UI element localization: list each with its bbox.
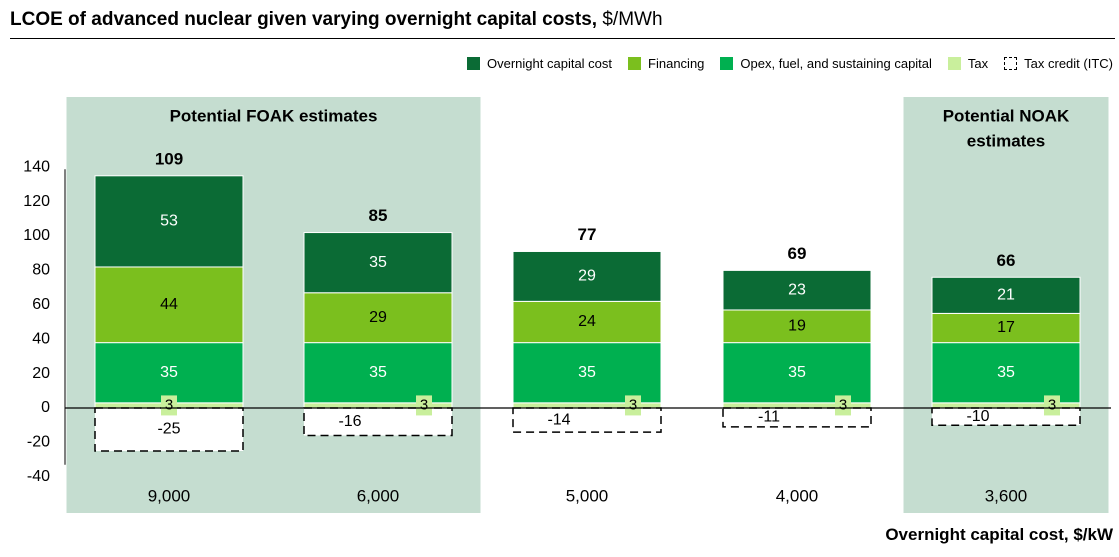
x-tick-label: 5,000 xyxy=(566,486,609,505)
x-tick-label: 9,000 xyxy=(148,486,191,505)
tax-label-bg xyxy=(1044,395,1060,416)
data-label: 29 xyxy=(578,268,596,285)
tax-label-bg xyxy=(835,395,851,416)
x-tick-label: 4,000 xyxy=(776,486,819,505)
tax-label-bg xyxy=(625,395,641,416)
chart-title-text: LCOE of advanced nuclear given varying o… xyxy=(10,9,598,30)
y-tick-label: 40 xyxy=(32,330,50,347)
bar-segment xyxy=(722,269,872,311)
y-tick-label: 140 xyxy=(23,158,50,175)
data-label: 29 xyxy=(369,309,387,326)
data-label: 44 xyxy=(160,296,178,313)
legend-label-opex: Opex, fuel, and sustaining capital xyxy=(740,56,932,71)
data-label: 21 xyxy=(997,287,1015,304)
legend-label-tax: Tax xyxy=(967,56,989,71)
chart-unit: $/MWh xyxy=(602,9,663,30)
bar-segment xyxy=(303,342,453,404)
bar-segment xyxy=(722,309,872,344)
legend-swatch-overnight-capital-cost xyxy=(467,57,481,70)
legend-label-financing: Financing xyxy=(648,56,705,71)
bar-segment xyxy=(512,250,662,302)
bar-segment xyxy=(931,312,1081,344)
y-tick-label: 60 xyxy=(32,296,50,313)
data-label: 35 xyxy=(788,364,806,381)
bar-segment xyxy=(931,342,1081,404)
data-label: 3 xyxy=(629,396,637,413)
data-label: 19 xyxy=(788,318,806,335)
data-label: 35 xyxy=(160,364,178,381)
legend-swatch-tax-credit xyxy=(1004,57,1018,70)
data-label: 3 xyxy=(420,396,428,413)
chart-title: LCOE of advanced nuclear given varying o… xyxy=(10,9,663,31)
bar-segment xyxy=(931,276,1081,314)
x-tick-label: 3,600 xyxy=(985,486,1028,505)
legend-item-opex: Opex, fuel, and sustaining capital xyxy=(720,56,932,71)
region-label-1-line-1: estimates xyxy=(967,131,1045,150)
data-label: -14 xyxy=(547,411,570,428)
bar-segment xyxy=(512,342,662,404)
data-label: 3 xyxy=(165,396,173,413)
bar-segment xyxy=(303,232,453,294)
y-tick-label: 120 xyxy=(23,193,50,210)
y-tick-label: 20 xyxy=(32,365,50,382)
data-label: -25 xyxy=(157,421,180,438)
tax-label-bg xyxy=(161,395,177,416)
legend-item-tax: Tax xyxy=(947,56,989,71)
data-label: 35 xyxy=(369,254,387,271)
legend-label-tax-credit: Tax credit (ITC) xyxy=(1024,56,1113,71)
bar-segment xyxy=(722,342,872,404)
bar-segment xyxy=(94,266,244,344)
legend-swatch-tax xyxy=(947,57,961,70)
total-label: 109 xyxy=(155,149,183,168)
y-tick-label: 0 xyxy=(41,399,50,416)
data-label: 3 xyxy=(1048,396,1056,413)
data-label: 17 xyxy=(997,319,1015,336)
data-label: 53 xyxy=(160,213,178,230)
y-tick-label: 80 xyxy=(32,262,50,279)
x-axis-title: Overnight capital cost, $/kW xyxy=(885,525,1113,544)
legend-swatch-opex xyxy=(720,57,734,70)
bar-segment xyxy=(303,292,453,344)
bar-segment-tax-credit xyxy=(722,407,872,428)
region-label-1-line-0: Potential NOAK xyxy=(943,106,1070,125)
data-label: -10 xyxy=(966,408,989,425)
bar-segment xyxy=(512,300,662,344)
tax-label-bg xyxy=(416,395,432,416)
legend-item-overnight-capital-cost: Overnight capital cost xyxy=(467,56,612,71)
bar-segment-tax-credit xyxy=(931,407,1081,426)
data-label: 35 xyxy=(578,364,596,381)
bar-segment xyxy=(94,175,244,268)
data-label: 3 xyxy=(839,396,847,413)
y-tick-label: -20 xyxy=(27,434,50,451)
data-label: 35 xyxy=(369,364,387,381)
legend-label-overnight-capital-cost: Overnight capital cost xyxy=(487,56,613,71)
total-label: 85 xyxy=(369,206,388,225)
total-label: 66 xyxy=(997,251,1016,270)
legend-swatch-financing xyxy=(628,57,642,70)
x-tick-label: 6,000 xyxy=(357,486,400,505)
y-tick-label: 100 xyxy=(23,227,50,244)
legend-item-financing: Financing xyxy=(628,56,704,71)
total-label: 77 xyxy=(578,225,597,244)
data-label: 35 xyxy=(997,364,1015,381)
data-label: -11 xyxy=(758,409,780,426)
total-label: 69 xyxy=(788,244,807,263)
data-label: -16 xyxy=(338,413,361,430)
region-label-0-line-0: Potential FOAK estimates xyxy=(170,106,378,125)
data-label: 23 xyxy=(788,281,806,298)
legend: Overnight capital cost Financing Opex, f… xyxy=(451,56,1113,71)
title-divider xyxy=(10,38,1115,39)
legend-item-tax-credit: Tax credit (ITC) xyxy=(1004,56,1113,71)
data-label: 24 xyxy=(578,313,596,330)
y-tick-label: -40 xyxy=(27,468,50,485)
